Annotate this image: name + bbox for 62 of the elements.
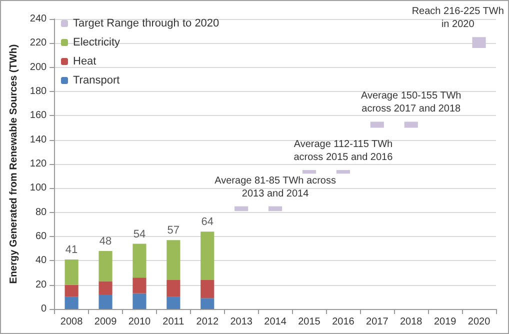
x-tick-label: 2009 xyxy=(94,316,118,328)
bar xyxy=(200,298,214,309)
x-tick-label: 2011 xyxy=(162,316,185,328)
total-label: 41 xyxy=(65,244,78,256)
annotation: Reach 216-225 TWh in 2020 xyxy=(412,6,504,30)
bar xyxy=(98,251,112,282)
legend-label: Electricity xyxy=(73,36,121,48)
annotation: Average 112-115 TWh across 2015 and 2016 xyxy=(294,139,394,164)
y-tick-label: 240 xyxy=(30,14,48,24)
x-tick-label: 2017 xyxy=(366,316,389,328)
bar xyxy=(166,280,180,297)
legend-label: Target Range through to 2020 xyxy=(73,18,220,30)
y-tick-label: 120 xyxy=(30,158,48,170)
bar xyxy=(64,259,78,285)
y-axis-title: Energy Generated from Renewable Sources (TWh) xyxy=(8,44,20,284)
y-tick-label: 80 xyxy=(35,206,48,218)
bar xyxy=(370,122,384,128)
bar xyxy=(200,232,214,280)
annotation: Average 150-155 TWh across 2017 and 2018 xyxy=(360,90,462,115)
x-tick-label: 2019 xyxy=(434,316,457,328)
bar xyxy=(200,280,214,298)
y-tick-label: 100 xyxy=(30,182,48,194)
bar xyxy=(302,170,316,174)
x-tick-label: 2010 xyxy=(128,316,152,328)
x-tick-label: 2016 xyxy=(332,316,355,328)
total-label: 54 xyxy=(133,228,146,240)
total-label: 48 xyxy=(99,236,112,248)
bar xyxy=(234,206,248,212)
bar xyxy=(132,293,146,309)
x-tick-label: 2012 xyxy=(196,316,219,328)
y-tick-label: 220 xyxy=(30,38,48,49)
bar xyxy=(166,296,180,309)
bar xyxy=(64,284,78,297)
x-tick-label: 2020 xyxy=(468,316,491,328)
y-tick-label: 20 xyxy=(35,279,48,290)
bar xyxy=(404,122,418,128)
x-tick-label: 2014 xyxy=(264,316,287,328)
y-tick-label: 60 xyxy=(35,231,48,242)
x-tick-label: 2008 xyxy=(60,316,84,328)
bar xyxy=(132,244,146,278)
total-label: 57 xyxy=(167,224,180,237)
y-tick-label: 200 xyxy=(30,62,48,73)
bar xyxy=(166,240,180,280)
bar xyxy=(98,281,112,294)
x-tick-label: 2015 xyxy=(298,316,321,328)
bar xyxy=(64,296,78,309)
y-tick-label: 180 xyxy=(30,86,48,97)
legend-label: Transport xyxy=(73,74,120,86)
y-tick-label: 40 xyxy=(35,255,48,266)
bar xyxy=(336,170,350,174)
y-tick-label: 140 xyxy=(30,134,48,146)
total-label: 64 xyxy=(201,216,214,228)
y-tick-label: 0 xyxy=(41,304,48,314)
bar xyxy=(132,278,146,294)
x-tick-label: 2018 xyxy=(400,316,423,328)
legend-label: Heat xyxy=(73,56,96,68)
x-tick-label: 2013 xyxy=(230,316,253,328)
y-tick-label: 160 xyxy=(30,110,48,122)
bar xyxy=(98,294,112,309)
bar xyxy=(268,206,282,212)
annotation: Average 81-85 TWh across 2013 and 2014 xyxy=(214,175,336,200)
bar xyxy=(472,37,486,48)
